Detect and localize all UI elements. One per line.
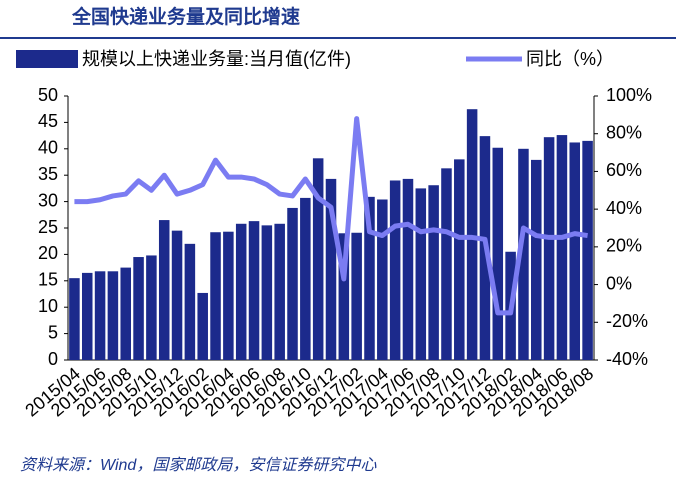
bar [146,255,157,360]
bar [197,292,208,360]
bar [582,140,593,360]
bar [441,168,452,360]
bar [325,178,337,360]
bar [428,185,439,360]
bar [492,147,504,360]
y2-tick-label: 100% [606,85,652,105]
bar [364,196,375,360]
bar [402,178,414,360]
bar [274,223,285,360]
line [74,116,588,316]
bar [248,221,260,360]
y-tick-label: 35 [38,164,58,184]
bar [377,199,388,360]
y-tick-label: 20 [38,243,58,263]
legend-swatch [16,50,78,68]
bar [312,158,324,360]
y2-tick-label: 60% [606,160,642,180]
bar [133,257,144,360]
y2-tick-label: -40% [606,349,648,369]
bar [69,278,80,360]
bar [171,230,183,360]
y2-tick-label: -20% [606,311,648,331]
bar [543,137,555,360]
legend-label: 同比（%） [526,49,614,69]
y-tick-label: 40 [38,138,58,158]
y-tick-label: 15 [38,270,58,290]
y-tick-label: 30 [38,190,58,210]
bar [389,180,401,360]
bar [210,232,221,360]
bar [120,267,131,360]
source: 资料来源：Wind，国家邮政局，安信证券研究中心 [20,456,377,474]
y-tick-label: 25 [38,217,58,237]
bar [351,232,362,360]
y2-tick-label: 0% [606,273,632,293]
bar [81,272,93,360]
bar [556,135,568,360]
y2-tick-label: 40% [606,198,642,218]
chart-title: 全国快递业务量及同比增速 [71,5,300,28]
bar [158,220,170,360]
bar [415,188,427,360]
y2-tick-label: 20% [606,236,642,256]
bar [223,231,234,360]
bar [531,159,542,360]
y-tick-label: 50 [38,85,58,105]
bar [184,243,196,360]
bar [454,159,465,360]
y-tick-label: 5 [48,322,58,342]
y2-tick-label: 80% [606,122,642,142]
y-tick-label: 10 [38,296,58,316]
legend-label: 规模以上快递业务量:当月值(亿件) [82,49,351,69]
y-tick-label: 0 [48,349,58,369]
bar [94,271,106,360]
bar [287,207,298,360]
bar [569,142,581,360]
bar [261,225,273,360]
bar [107,271,119,360]
bar [300,197,311,360]
bar [466,109,478,360]
bar [338,233,350,360]
y-tick-label: 45 [38,111,58,131]
bar [518,148,529,360]
bar [235,223,247,360]
